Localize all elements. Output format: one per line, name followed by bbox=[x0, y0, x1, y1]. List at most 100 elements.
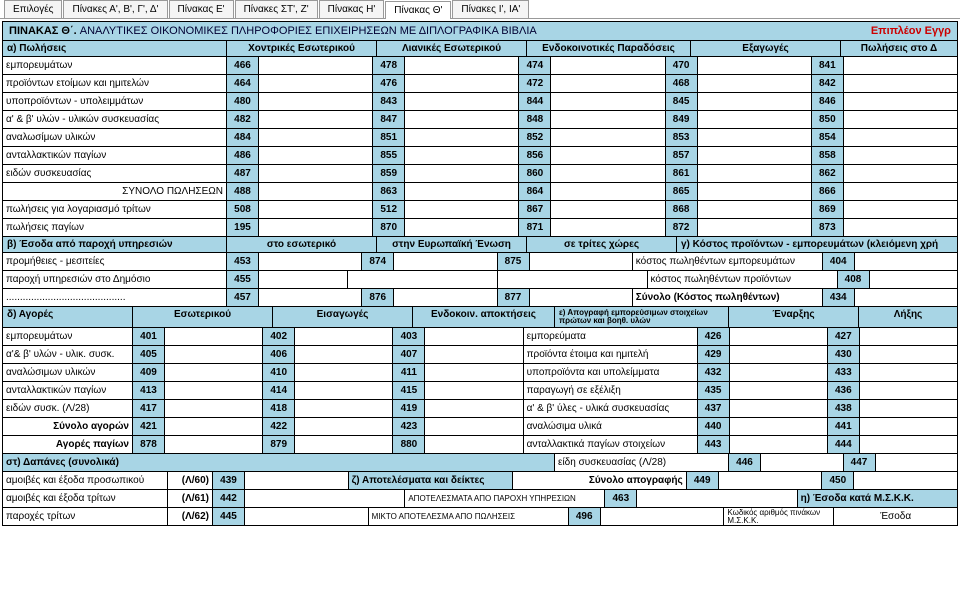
input-field[interactable] bbox=[259, 183, 373, 200]
input-field[interactable] bbox=[295, 382, 393, 399]
input-field[interactable] bbox=[530, 253, 633, 270]
input-field[interactable] bbox=[295, 364, 393, 381]
input-field[interactable] bbox=[394, 289, 497, 306]
input-field[interactable] bbox=[698, 129, 812, 146]
input-field[interactable] bbox=[860, 328, 957, 345]
input-field[interactable] bbox=[259, 219, 373, 236]
input-field[interactable] bbox=[405, 147, 519, 164]
input-field[interactable] bbox=[698, 111, 812, 128]
input-field[interactable] bbox=[860, 418, 957, 435]
input-field[interactable] bbox=[860, 382, 957, 399]
input-field[interactable] bbox=[844, 111, 957, 128]
input-field[interactable] bbox=[165, 418, 263, 435]
input-field[interactable] bbox=[551, 111, 665, 128]
input-field[interactable] bbox=[405, 111, 519, 128]
tab-6[interactable]: Πίνακες Ι', ΙΑ' bbox=[452, 0, 529, 18]
tab-4[interactable]: Πίνακας Η' bbox=[319, 0, 385, 18]
input-field[interactable] bbox=[405, 165, 519, 182]
input-field[interactable] bbox=[425, 418, 523, 435]
input-field[interactable] bbox=[551, 57, 665, 74]
input-field[interactable] bbox=[551, 75, 665, 92]
input-field[interactable] bbox=[730, 400, 828, 417]
input-field[interactable] bbox=[259, 75, 373, 92]
input-field[interactable] bbox=[394, 253, 497, 270]
tab-1[interactable]: Πίνακες Α', Β', Γ', Δ' bbox=[63, 0, 167, 18]
tab-3[interactable]: Πίνακες ΣΤ', Ζ' bbox=[235, 0, 318, 18]
input-field[interactable] bbox=[295, 436, 393, 453]
input-field[interactable] bbox=[844, 57, 957, 74]
input-field[interactable] bbox=[601, 508, 725, 525]
input-field[interactable] bbox=[698, 165, 812, 182]
input-field[interactable] bbox=[730, 328, 828, 345]
input-field[interactable] bbox=[854, 472, 957, 489]
input-field[interactable] bbox=[860, 364, 957, 381]
input-field[interactable] bbox=[425, 382, 523, 399]
input-field[interactable] bbox=[844, 147, 957, 164]
input-field[interactable] bbox=[551, 183, 665, 200]
input-field[interactable] bbox=[698, 93, 812, 110]
input-field[interactable] bbox=[259, 57, 373, 74]
input-field[interactable] bbox=[165, 364, 263, 381]
input-field[interactable] bbox=[870, 271, 958, 288]
input-field[interactable] bbox=[405, 57, 519, 74]
input-field[interactable] bbox=[551, 147, 665, 164]
input-field[interactable] bbox=[259, 147, 373, 164]
input-field[interactable] bbox=[259, 165, 373, 182]
input-field[interactable] bbox=[259, 289, 362, 306]
input-field[interactable] bbox=[551, 93, 665, 110]
input-field[interactable] bbox=[844, 219, 957, 236]
input-field[interactable] bbox=[425, 346, 523, 363]
input-field[interactable] bbox=[844, 93, 957, 110]
input-field[interactable] bbox=[295, 328, 393, 345]
input-field[interactable] bbox=[259, 271, 348, 288]
tab-5[interactable]: Πίνακας Θ' bbox=[385, 1, 451, 19]
input-field[interactable] bbox=[855, 253, 957, 270]
input-field[interactable] bbox=[165, 400, 263, 417]
input-field[interactable] bbox=[425, 328, 523, 345]
input-field[interactable] bbox=[245, 472, 349, 489]
input-field[interactable] bbox=[844, 129, 957, 146]
input-field[interactable] bbox=[730, 436, 828, 453]
tab-0[interactable]: Επιλογές bbox=[4, 0, 62, 18]
input-field[interactable] bbox=[698, 183, 812, 200]
input-field[interactable] bbox=[405, 219, 519, 236]
input-field[interactable] bbox=[855, 289, 957, 306]
input-field[interactable] bbox=[730, 346, 828, 363]
input-field[interactable] bbox=[165, 382, 263, 399]
input-field[interactable] bbox=[405, 129, 519, 146]
input-field[interactable] bbox=[730, 382, 828, 399]
input-field[interactable] bbox=[295, 418, 393, 435]
input-field[interactable] bbox=[637, 490, 797, 507]
input-field[interactable] bbox=[844, 75, 957, 92]
input-field[interactable] bbox=[295, 400, 393, 417]
tab-2[interactable]: Πίνακας Ε' bbox=[169, 0, 234, 18]
input-field[interactable] bbox=[844, 165, 957, 182]
input-field[interactable] bbox=[551, 201, 665, 218]
input-field[interactable] bbox=[405, 183, 519, 200]
input-field[interactable] bbox=[698, 201, 812, 218]
input-field[interactable] bbox=[425, 436, 523, 453]
input-field[interactable] bbox=[876, 454, 958, 471]
input-field[interactable] bbox=[259, 129, 373, 146]
input-field[interactable] bbox=[405, 201, 519, 218]
input-field[interactable] bbox=[295, 346, 393, 363]
input-field[interactable] bbox=[259, 111, 373, 128]
input-field[interactable] bbox=[165, 328, 263, 345]
input-field[interactable] bbox=[245, 508, 369, 525]
input-field[interactable] bbox=[530, 289, 633, 306]
input-field[interactable] bbox=[425, 364, 523, 381]
input-field[interactable] bbox=[698, 57, 812, 74]
input-field[interactable] bbox=[551, 219, 665, 236]
input-field[interactable] bbox=[860, 400, 957, 417]
input-field[interactable] bbox=[551, 129, 665, 146]
input-field[interactable] bbox=[259, 201, 373, 218]
input-field[interactable] bbox=[730, 364, 828, 381]
input-field[interactable] bbox=[719, 472, 823, 489]
input-field[interactable] bbox=[425, 400, 523, 417]
input-field[interactable] bbox=[165, 346, 263, 363]
input-field[interactable] bbox=[844, 183, 957, 200]
input-field[interactable] bbox=[860, 346, 957, 363]
input-field[interactable] bbox=[405, 75, 519, 92]
input-field[interactable] bbox=[165, 436, 263, 453]
input-field[interactable] bbox=[730, 418, 828, 435]
